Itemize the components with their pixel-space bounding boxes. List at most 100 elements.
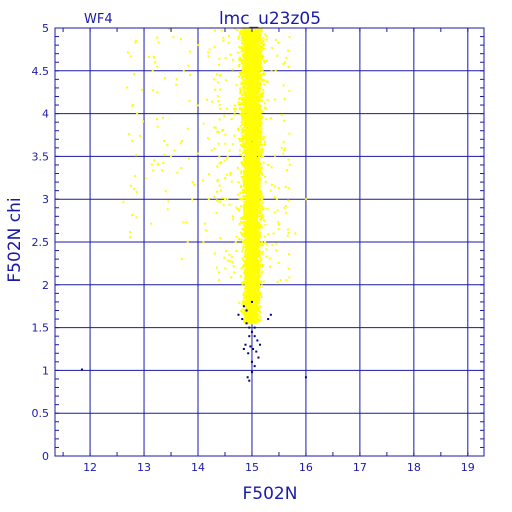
density-point [254,280,257,283]
density-point [241,108,244,111]
density-point [247,43,250,46]
density-point [255,271,258,274]
density-point [255,136,258,139]
density-point [241,311,244,314]
density-point [259,38,262,41]
density-point [243,210,246,213]
density-point [258,169,261,172]
density-point [244,317,247,320]
density-point [255,45,258,48]
density-point [245,139,248,142]
density-point [260,54,263,57]
density-point [239,125,242,128]
density-point [262,138,265,141]
density-point [233,110,236,113]
density-point [255,286,258,289]
density-point [261,270,264,273]
density-point [255,139,258,142]
density-point [256,161,259,164]
density-point [257,191,260,194]
density-point [246,65,249,68]
density-point [259,59,262,62]
density-point [239,92,242,95]
density-point [249,243,252,246]
density-point [255,184,258,187]
density-point [248,68,251,71]
density-point [258,98,261,101]
density-point [244,81,247,84]
density-point [246,41,249,44]
density-point [255,188,258,191]
density-point [256,93,259,96]
density-point [257,251,260,254]
density-point [254,265,257,268]
density-point [256,277,259,280]
density-point [256,165,259,168]
density-point [243,213,246,216]
density-point [261,148,264,151]
density-point [257,51,260,54]
density-point [244,59,247,62]
density-point [260,122,263,125]
density-point [243,163,246,166]
density-point [253,256,256,259]
density-point [254,228,257,231]
density-point [238,113,241,116]
density-point [250,102,253,105]
density-point [240,50,243,53]
density-point [255,186,258,189]
density-point [240,172,243,175]
density-point [243,161,246,164]
density-point [256,61,259,64]
density-point [259,119,262,122]
density-point [244,301,247,304]
density-point [263,143,266,146]
density-point [245,65,248,68]
density-point [249,181,252,184]
density-point [237,129,240,132]
density-point [242,66,245,69]
density-point [262,88,265,91]
density-point [243,313,246,316]
density-point [244,184,247,187]
density-point [248,96,251,99]
density-point [247,258,250,261]
density-point [245,280,248,283]
density-point [242,146,245,149]
density-point [242,224,245,227]
density-point [236,51,239,54]
density-point [256,95,259,98]
density-point [257,296,260,299]
density-point [241,191,244,194]
density-point [247,148,250,151]
density-point [249,57,252,60]
density-point [237,104,240,107]
density-point [256,129,259,132]
density-point [260,50,263,53]
density-point [244,197,247,200]
density-point [259,113,262,116]
density-point [254,322,257,325]
density-point [245,76,248,79]
density-point [257,152,260,155]
density-point [261,95,264,98]
density-point [244,83,247,86]
density-point [251,113,254,116]
density-point [262,40,265,43]
density-point [242,180,245,183]
density-point [239,87,242,90]
density-point [257,240,260,243]
density-point [248,47,251,50]
density-point [249,150,252,153]
density-point [245,98,248,101]
density-point [261,56,264,59]
density-point [257,265,260,268]
density-point [246,297,249,300]
density-point [248,225,251,228]
density-point [251,93,254,96]
density-point [242,56,245,59]
density-point [245,61,248,64]
density-point [243,158,246,161]
density-point [240,37,243,40]
